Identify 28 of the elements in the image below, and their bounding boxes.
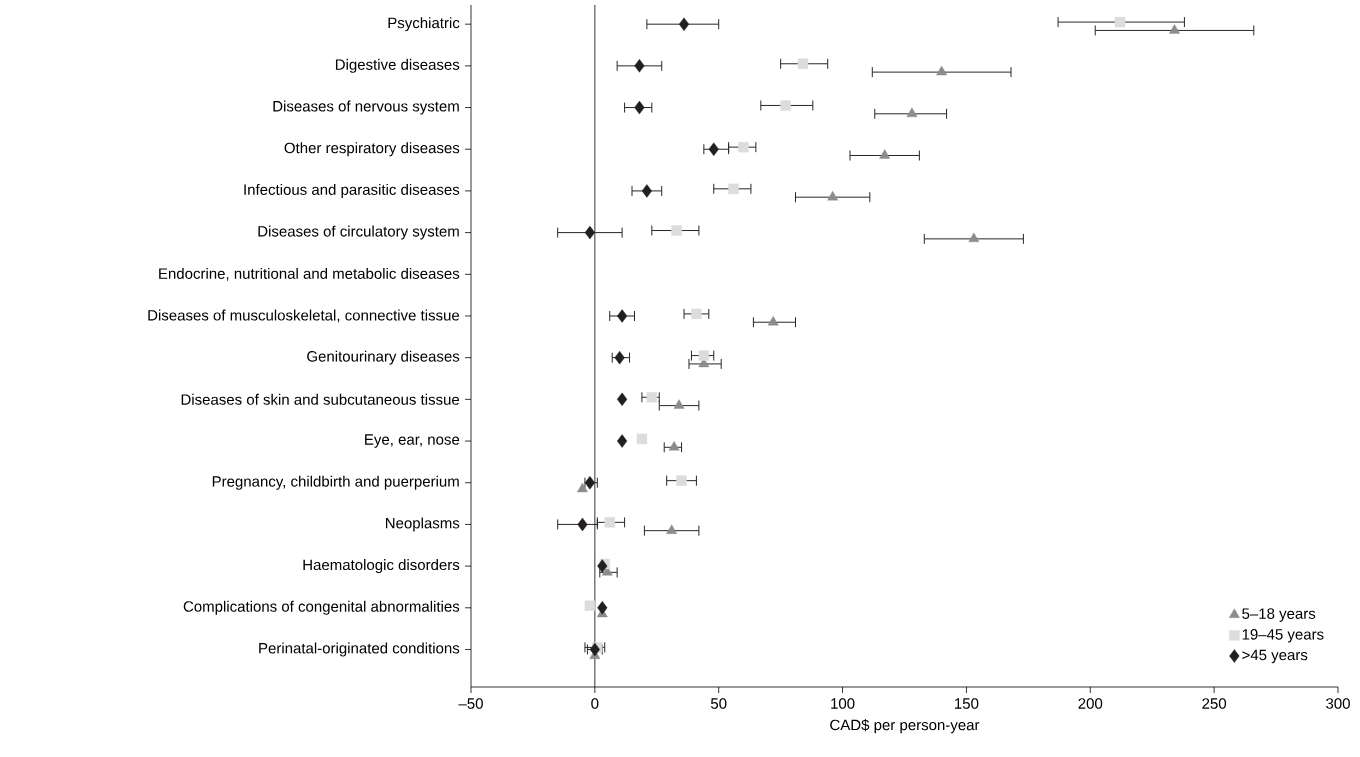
y-tick-label: Diseases of skin and subcutaneous tissue: [181, 393, 460, 405]
x-axis-title: CAD$ per person-year: [830, 719, 980, 734]
y-tick-label: Diseases of musculoskeletal, connective tissue: [148, 309, 460, 323]
y-tick-label: Pregnancy, childbirth and puerperium: [212, 475, 459, 490]
y-tick-label: Diseases of nervous system: [273, 100, 459, 115]
y-tick-label: Perinatal-originated conditions: [259, 642, 460, 657]
legend-label: >45 years: [1242, 649, 1308, 664]
x-tick-label: 300: [1326, 698, 1350, 709]
y-tick-label: Digestive diseases: [335, 58, 460, 73]
x-tick-label: 0: [591, 698, 599, 709]
y-tick-label: Haematologic disorders: [303, 559, 460, 574]
y-tick-label: Psychiatric: [388, 17, 460, 32]
y-tick-label: Genitourinary diseases: [307, 350, 460, 365]
legend-label: 19–45 years: [1242, 629, 1324, 643]
x-tick-label: 250: [1202, 698, 1227, 709]
x-tick-label: 100: [831, 698, 855, 709]
x-tick-label: 200: [1078, 698, 1103, 709]
y-tick-label: Neoplasms: [385, 517, 460, 532]
y-tick-label: Other respiratory diseases: [284, 142, 460, 157]
x-tick-label: –50: [458, 698, 483, 709]
y-tick-label: Endocrine, nutritional and metabolic diseases: [159, 267, 460, 281]
y-tick-label: Diseases of circulatory system: [258, 225, 459, 240]
y-tick-label: Infectious and parasitic diseases: [244, 183, 460, 198]
y-tick-label: Eye, ear, nose: [365, 434, 460, 448]
legend-label: 5–18 years: [1242, 608, 1316, 622]
x-tick-label: 50: [710, 698, 727, 709]
y-tick-label: Complications of congenital abnormalities: [183, 600, 460, 615]
x-tick-label: 150: [955, 698, 979, 709]
